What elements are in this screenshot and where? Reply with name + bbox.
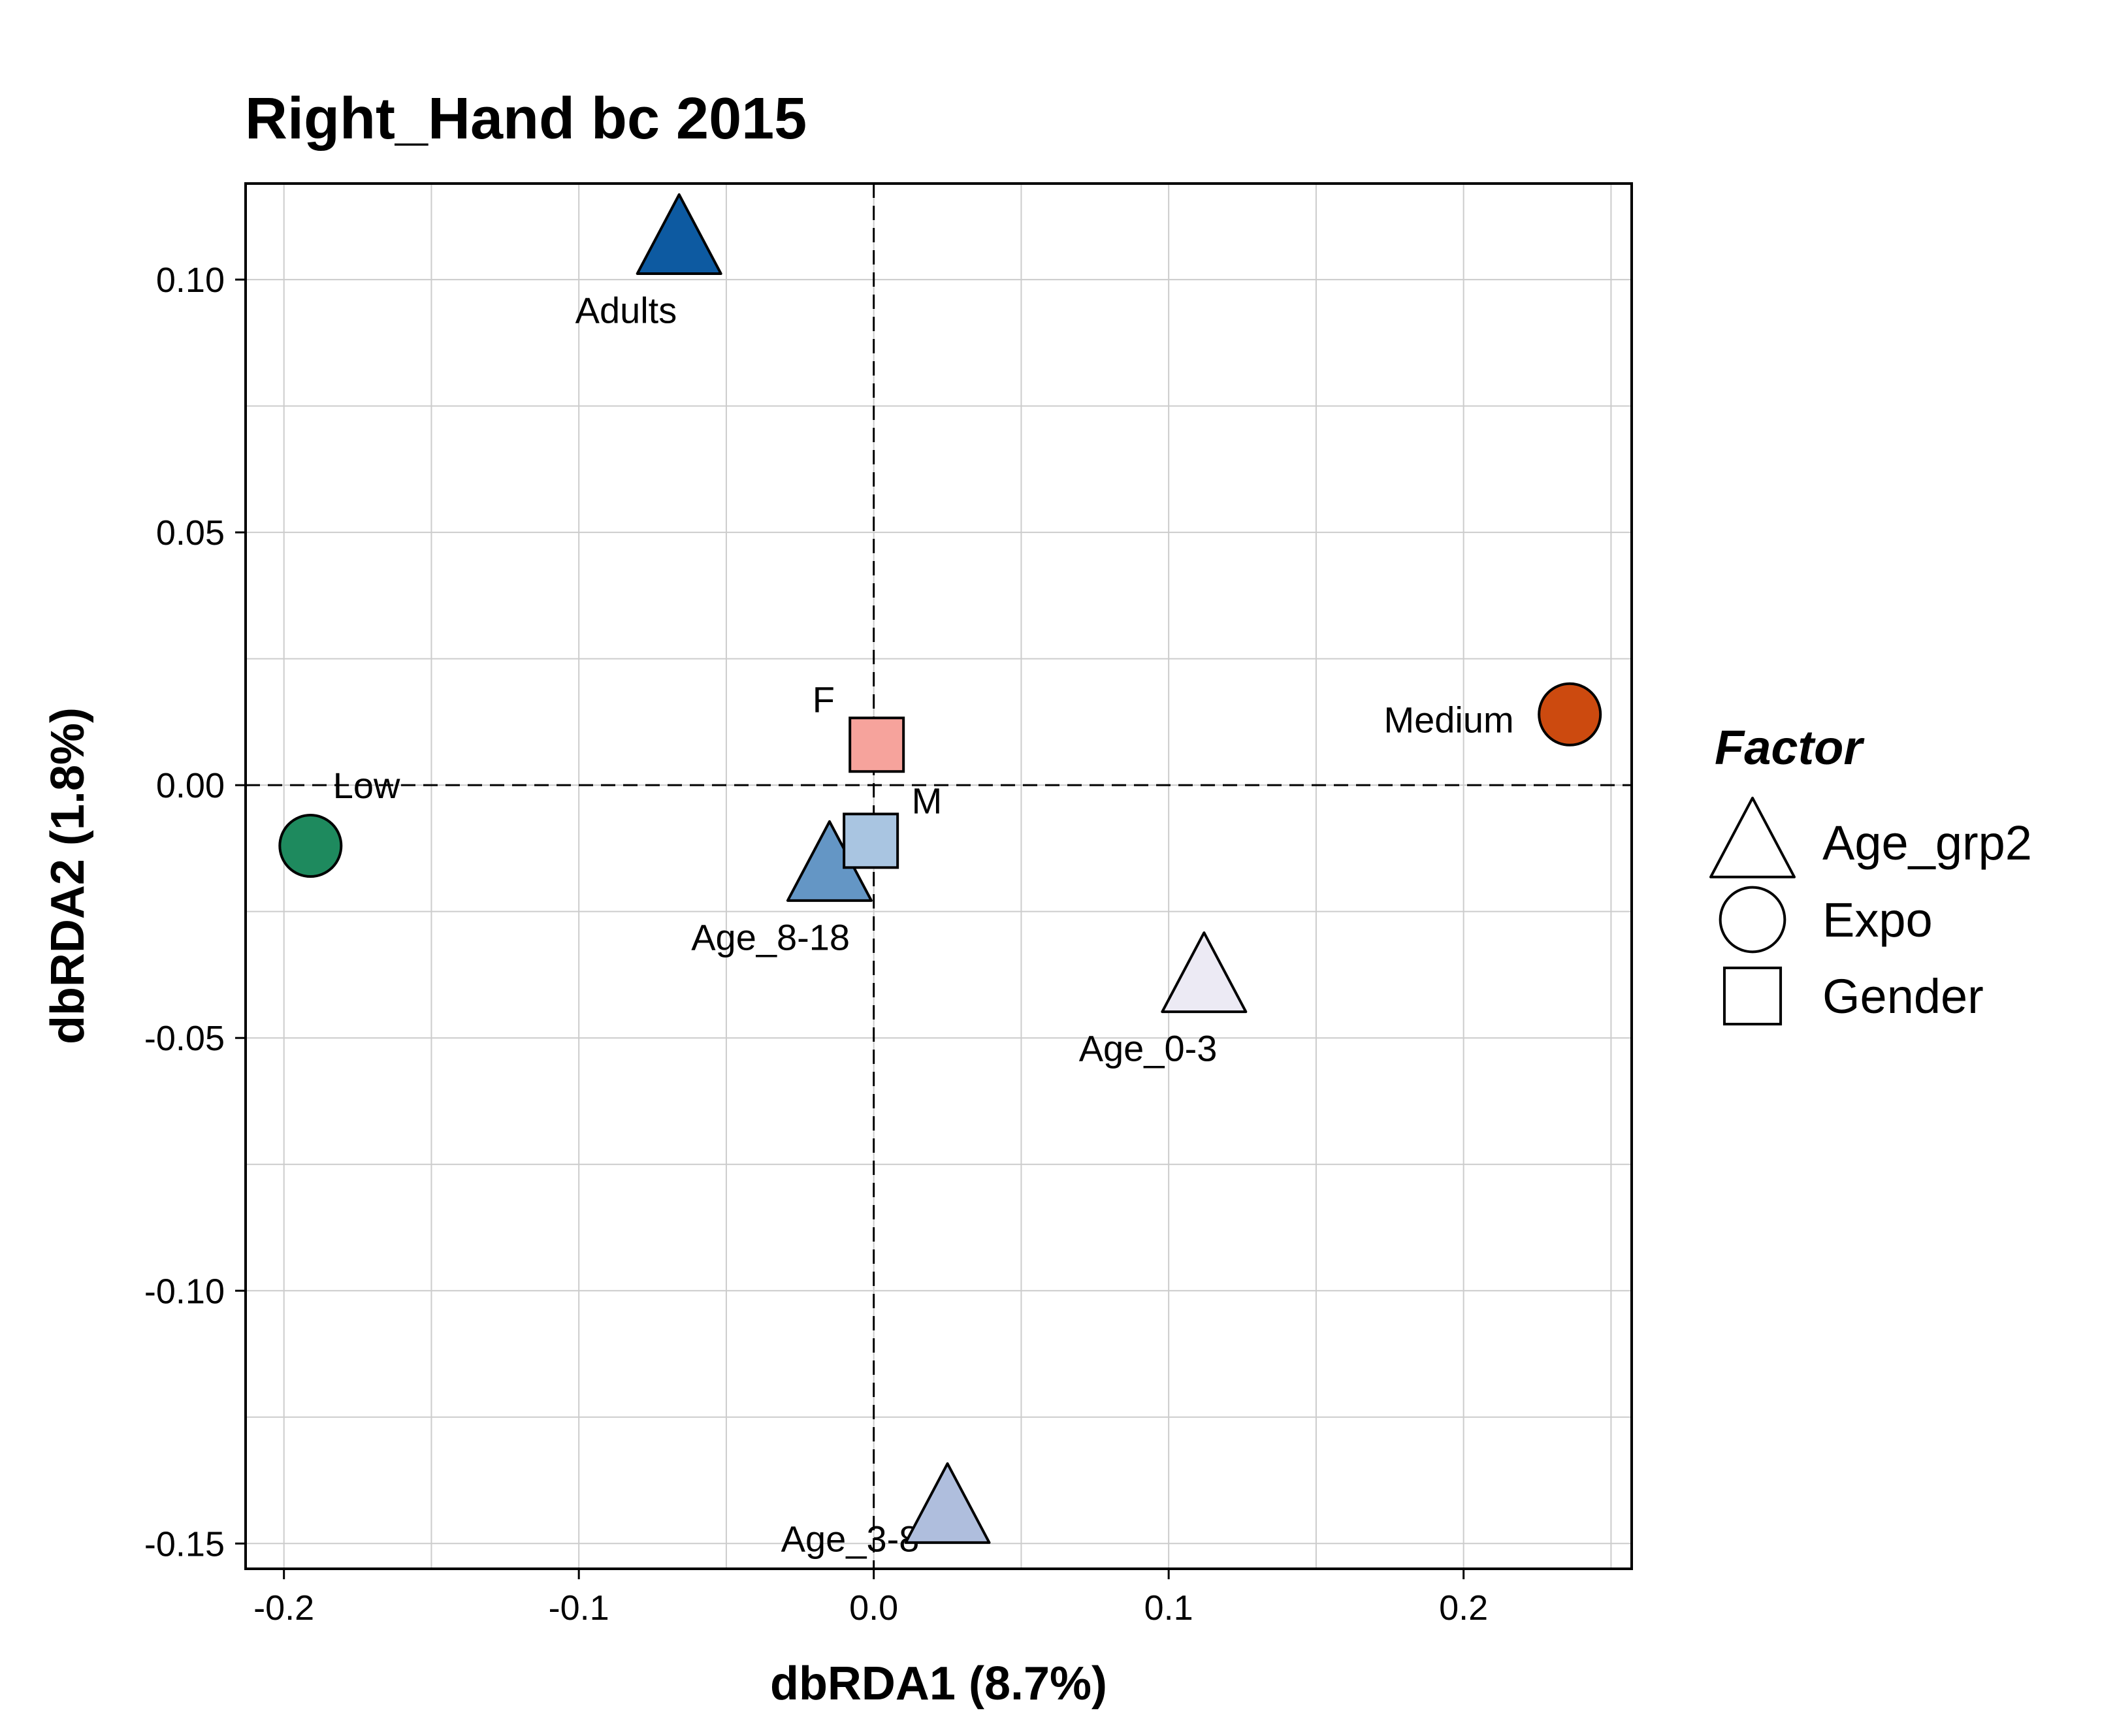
data-points <box>278 193 1602 1544</box>
point-label: Adults <box>575 290 677 331</box>
x-axis-title: dbRDA1 (8.7%) <box>770 1658 1107 1710</box>
plot-panel-border <box>244 182 1633 1570</box>
point-label: Age_0-3 <box>1079 1028 1218 1069</box>
data-point-square <box>848 716 905 773</box>
x-tick-label: 0.0 <box>849 1588 898 1628</box>
legend-label: Age_grp2 <box>1822 816 2032 870</box>
legend-key-triangle <box>1709 796 1796 878</box>
legend-key-circle <box>1719 886 1786 954</box>
point-label: Age_8-18 <box>691 916 850 957</box>
reference-lines <box>246 184 1632 1569</box>
y-tick-label: 0.10 <box>156 261 225 300</box>
point-label: M <box>912 780 943 821</box>
point-label: F <box>813 679 835 720</box>
point-label: Medium <box>1383 699 1513 741</box>
grid <box>246 184 1632 1569</box>
legend-title: Factor <box>1715 720 1865 775</box>
axis-ticks: -0.2 -0.1 0.0 0.1 0.2 -0.15 -0.10 -0.05 0.00 0.05… <box>144 261 1488 1628</box>
x-tick-label: 0.1 <box>1144 1588 1193 1628</box>
x-tick-label: -0.2 <box>253 1588 314 1628</box>
legend: Factor Age_grp2 Expo Gender <box>1709 720 2032 1026</box>
y-tick-label: -0.15 <box>144 1524 225 1564</box>
y-tick-label: -0.10 <box>144 1272 225 1311</box>
data-point-circle <box>1538 682 1602 747</box>
y-tick-label: -0.05 <box>144 1019 225 1058</box>
point-label: Low <box>333 765 400 806</box>
x-tick-label: -0.1 <box>549 1588 609 1628</box>
point-label: Age_3-8 <box>781 1519 920 1560</box>
y-axis-title: dbRDA2 (1.8%) <box>42 707 94 1044</box>
data-point-triangle <box>1161 931 1248 1014</box>
chart-title: Right_Hand bc 2015 <box>245 86 807 152</box>
point-labels: Adults Age_8-18 Age_0-3 Age_3-8 Low Medium F M <box>333 290 1514 1560</box>
data-point-square <box>843 812 899 869</box>
data-point-triangle <box>904 1462 991 1544</box>
x-tick-label: 0.2 <box>1439 1588 1488 1628</box>
data-point-circle <box>278 814 343 878</box>
y-tick-label: 0.00 <box>156 766 225 805</box>
legend-label: Gender <box>1822 969 1984 1023</box>
legend-key-square <box>1722 966 1783 1026</box>
legend-label: Expo <box>1822 893 1933 947</box>
data-point-triangle <box>636 193 722 275</box>
y-tick-label: 0.05 <box>156 513 225 553</box>
